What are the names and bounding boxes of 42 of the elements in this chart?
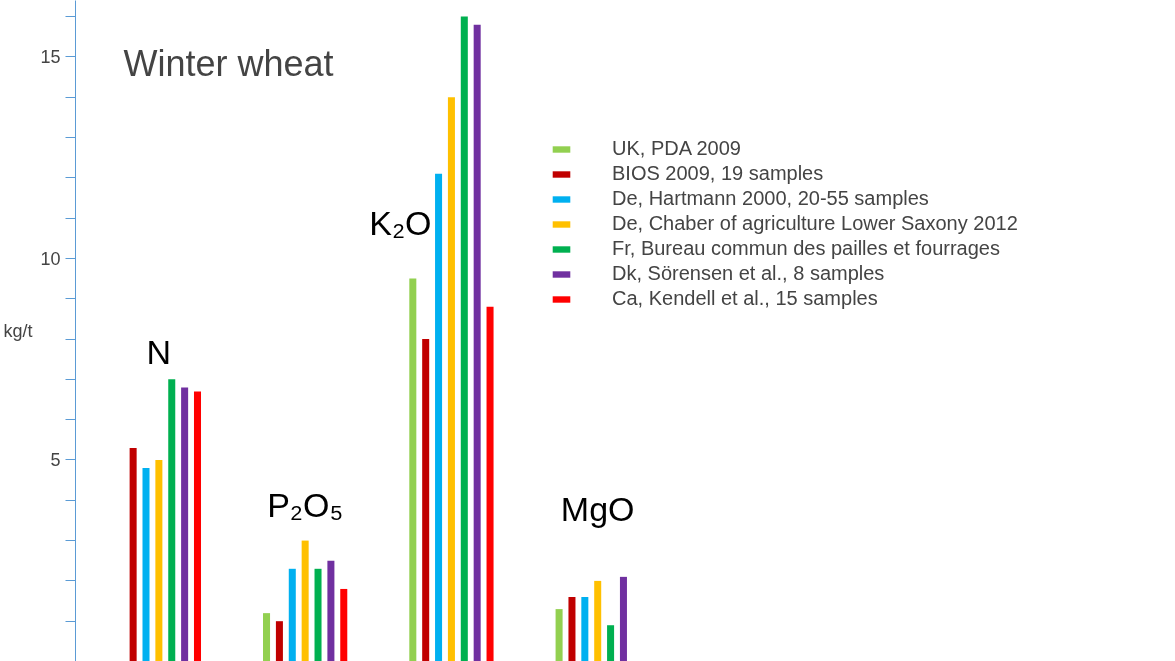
bar (594, 580, 602, 661)
bar (422, 339, 430, 661)
bar (181, 387, 189, 661)
legend-label: De, Chaber of agriculture Lower Saxony 2012 (612, 212, 1018, 235)
bar (447, 97, 455, 661)
bar (129, 447, 137, 661)
bar (301, 540, 309, 661)
bar (619, 576, 627, 661)
legend-label: Fr, Bureau commun des pailles et fourrages (612, 237, 1000, 260)
x-tick-label: N (146, 333, 172, 372)
x-tick-label: MgO (560, 490, 635, 529)
legend-label: BIOS 2009, 19 samples (612, 162, 824, 185)
bar (327, 560, 335, 661)
bar (473, 24, 481, 661)
bar (142, 468, 150, 661)
bar (340, 588, 348, 661)
bar (568, 597, 576, 661)
y-tick-label: 5 (50, 450, 61, 471)
bar (581, 597, 589, 661)
bar (486, 306, 494, 661)
bar (155, 459, 163, 661)
x-tick-label: K₂O (369, 204, 432, 243)
bar (555, 609, 563, 661)
bar (275, 621, 283, 661)
text: Winter wheat (123, 42, 334, 84)
bar (193, 391, 202, 661)
y-tick-label: 15 (40, 47, 61, 68)
legend-label: UK, PDA 2009 (612, 137, 741, 160)
bar (460, 16, 468, 661)
legend-label: De, Hartmann 2000, 20-55 samples (612, 187, 929, 210)
bar (314, 568, 322, 661)
bar (435, 173, 443, 661)
bar (288, 568, 296, 661)
bar (263, 613, 271, 661)
x-tick-label: P₂O₅ (267, 486, 344, 525)
legend-label: Ca, Kendell et al., 15 samples (612, 287, 878, 310)
bar (607, 625, 615, 661)
y-tick-label: 10 (40, 248, 61, 269)
legend-label: Dk, Sörensen et al., 8 samples (612, 262, 885, 285)
y-axis-title: kg/t (3, 321, 33, 341)
bar (409, 278, 417, 661)
bar (168, 379, 176, 661)
